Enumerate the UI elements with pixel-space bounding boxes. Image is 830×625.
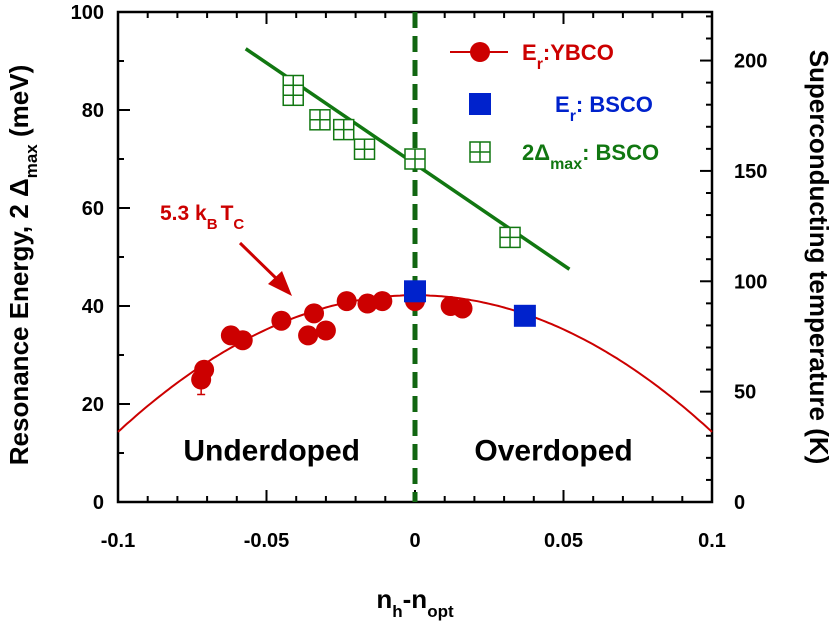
- data-point: [232, 330, 253, 351]
- chart-labels: nh-nopt Resonance Energy, 2 Δmax (meV) Sup…: [4, 40, 830, 621]
- data-point: [304, 303, 325, 324]
- x-tick-label: 0.1: [698, 530, 726, 552]
- y-left-tick-label: 60: [82, 198, 104, 220]
- y-left-tick-label: 40: [82, 296, 104, 318]
- annotation-text: 5.3 kB TC: [160, 202, 244, 233]
- annotation-arrow: [238, 241, 284, 286]
- data-point: [404, 280, 426, 303]
- y-left-tick-label: 100: [71, 2, 104, 24]
- axes: -0.1 -0.05 0 0.05 0.1 0 20 40 60 80 100 0 50 100 150 20…: [71, 2, 768, 552]
- legend-label: 2Δmax: BSCO: [522, 140, 659, 173]
- x-tick-label: -0.1: [101, 530, 135, 552]
- y-left-tick-label: 80: [82, 100, 104, 122]
- data-point: [353, 138, 376, 160]
- y-right-tick-label: 100: [734, 271, 767, 293]
- y-right-tick-label: 150: [734, 161, 767, 183]
- x-tick-label: 0.05: [544, 530, 583, 552]
- y-right-tick-label: 0: [734, 492, 745, 514]
- legend-label: Er:YBCO: [522, 40, 614, 73]
- data-point: [298, 325, 319, 346]
- data-point: [372, 291, 393, 312]
- region-label: Overdoped: [474, 434, 632, 467]
- y-left-tick-label: 0: [93, 492, 104, 514]
- data-markers: [191, 74, 536, 396]
- data-point: [499, 226, 521, 249]
- data-point: [194, 359, 215, 380]
- legend-marker: [469, 93, 491, 115]
- data-point: [336, 291, 357, 312]
- data-point: [271, 310, 292, 331]
- y-left-axis-title: Resonance Energy, 2 Δmax (meV): [4, 65, 41, 465]
- legend-label: Er: BSCO: [555, 92, 653, 125]
- data-point: [452, 298, 473, 319]
- region-label: Underdoped: [183, 434, 360, 467]
- x-tick-label: -0.05: [244, 530, 290, 552]
- annotation-arrowhead: [268, 271, 292, 296]
- data-point: [315, 320, 336, 341]
- y-right-tick-label: 200: [734, 51, 767, 73]
- x-tick-label: 0: [409, 530, 420, 552]
- y-left-tick-label: 20: [82, 394, 104, 416]
- data-point: [309, 109, 331, 131]
- data-point: [404, 148, 426, 170]
- legend-marker: [469, 141, 491, 163]
- x-axis-title: nh-nopt: [376, 584, 454, 621]
- legend-marker: [470, 42, 490, 62]
- data-point: [513, 304, 536, 327]
- fit-curves: [117, 12, 713, 502]
- y-right-tick-label: 50: [734, 382, 756, 404]
- data-point: [332, 118, 355, 141]
- data-point: [282, 84, 304, 107]
- y-right-axis-title: Superconducting temperature (K): [804, 50, 830, 465]
- data-point: [357, 293, 378, 314]
